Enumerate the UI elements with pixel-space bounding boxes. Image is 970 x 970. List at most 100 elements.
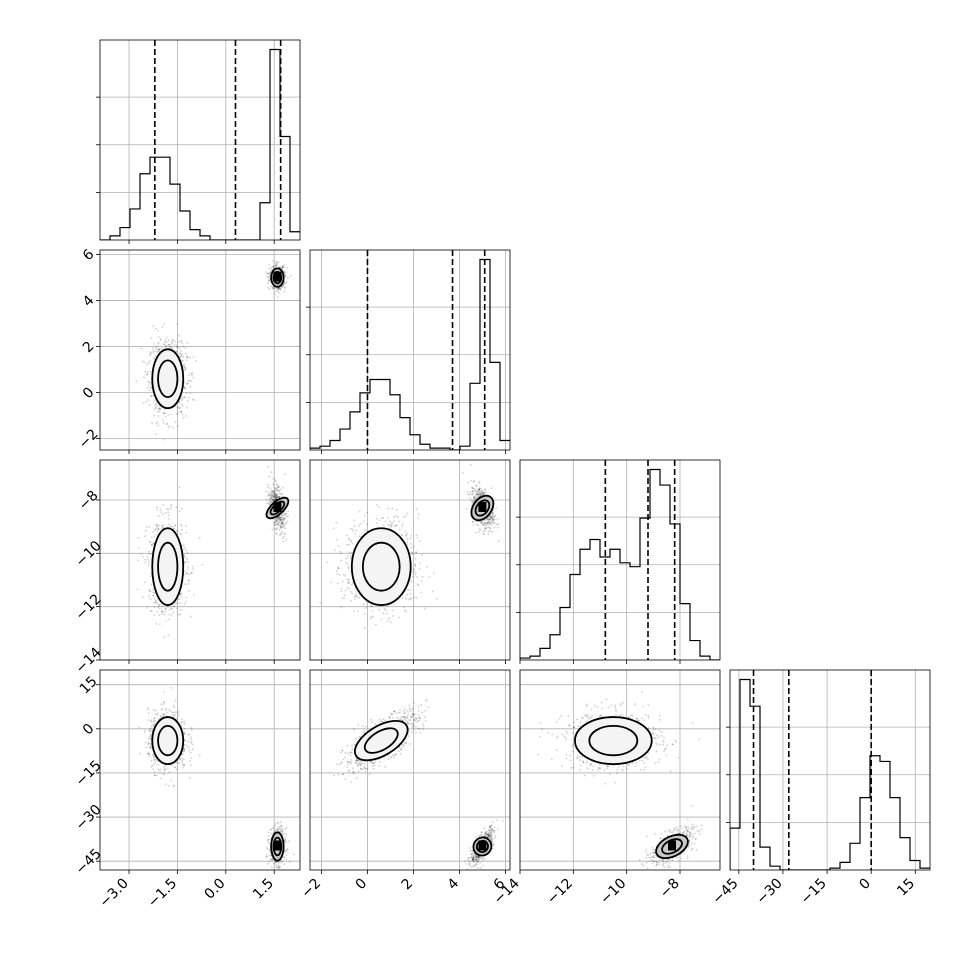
sample-point [483,492,485,495]
sample-point [186,359,188,362]
sample-point [350,583,353,586]
sample-point [191,748,194,751]
sample-point [272,265,275,268]
sample-point [164,343,166,346]
sample-point [182,359,185,362]
sample-point [152,719,155,722]
sample-point [281,514,284,517]
sample-point [272,492,275,495]
sample-point [180,596,183,598]
sample-point [343,597,345,600]
sample-point [270,489,273,492]
sample-point [275,520,278,522]
sample-point [281,264,284,267]
sample-point [488,515,491,518]
sample-point [155,403,158,406]
sample-point [195,360,197,362]
sample-point [267,491,270,494]
sample-point [409,592,411,595]
sample-point [378,519,381,522]
sample-point [281,266,284,269]
sample-point [180,507,183,510]
sample-point [164,345,167,348]
sample-point [176,345,179,348]
sample-point [152,708,155,711]
sample-point [281,828,284,831]
sample-point [150,765,153,768]
sample-point [180,410,183,413]
sample-point [346,586,349,589]
sample-point [382,524,385,527]
sample-point [275,493,278,496]
sample-point [157,604,160,607]
sample-point [155,433,158,435]
sample-point [153,601,155,604]
sample-point [471,490,474,493]
sample-point [371,605,374,608]
sample-point [189,615,192,618]
sample-point [170,607,173,609]
sample-point [184,367,187,370]
sample-point [158,348,161,350]
sample-point [358,524,361,527]
sample-point [190,738,192,741]
sample-point [162,412,165,415]
sample-point [156,599,159,601]
sample-point [185,392,188,395]
sample-point [168,618,171,621]
sample-point [145,373,148,376]
sample-point [485,526,488,529]
sample-point [346,563,349,566]
sample-point [268,493,271,496]
sample-point [174,699,177,702]
sample-point [481,520,484,523]
sample-point [284,518,286,521]
sample-point [161,419,164,421]
sample-point [151,543,153,546]
sample-point [153,717,156,720]
sample-point [271,859,273,862]
sample-point [480,522,482,524]
sample-point [403,606,406,609]
sample-point [279,518,282,521]
panel-frame [99,249,301,451]
sample-point [272,862,275,865]
sample-point [280,493,283,495]
sample-point [284,275,286,278]
sample-point [182,766,185,769]
sample-point [150,386,153,389]
sample-point [415,551,418,554]
sample-point [187,746,190,749]
sample-point [148,729,151,732]
sample-point [136,588,139,591]
sample-point [381,517,384,520]
sample-point [474,489,476,492]
sample-point [492,512,495,514]
sample-point [161,610,164,613]
sample-point [281,518,284,521]
sample-point [359,522,362,525]
sample-point [153,414,156,417]
sample-point [490,517,493,520]
sample-point [423,607,426,610]
sample-point [273,499,276,502]
sample-point [150,394,153,397]
sample-point [271,528,274,531]
sample-point [267,493,270,496]
sample-point [167,508,170,511]
sample-point [161,326,164,329]
sample-point [160,703,163,705]
sample-point [477,493,479,496]
sample-point [189,392,192,395]
sample-point [408,589,411,592]
sample-point [266,276,268,279]
sample-point [271,493,273,496]
sample-point [383,607,386,610]
density-contour [151,716,185,766]
sample-point [180,398,182,400]
sample-point [285,854,288,856]
sample-point [277,864,280,866]
sample-point [414,564,417,567]
density-contour [157,724,179,757]
sample-point [157,407,160,410]
